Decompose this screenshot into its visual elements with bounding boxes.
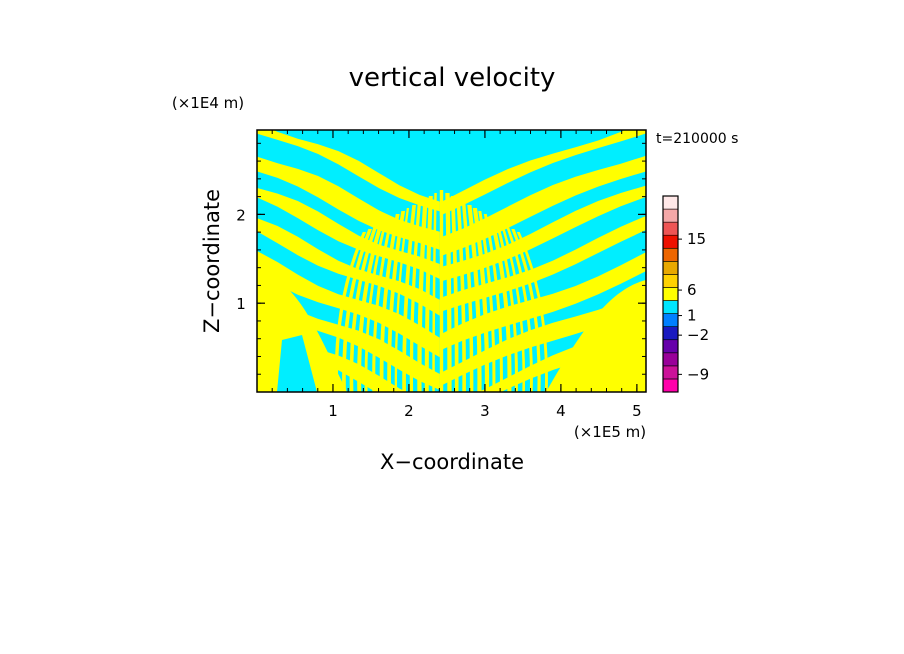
field-stripe xyxy=(467,205,482,392)
field-stripe xyxy=(357,223,384,392)
field-stripe xyxy=(349,226,378,392)
colorbar-segment xyxy=(662,208,679,223)
field-stripe xyxy=(516,232,548,392)
colorbar-label: 1 xyxy=(687,307,697,325)
field-stripe xyxy=(478,211,496,392)
colorbar-segment xyxy=(662,378,679,393)
field-stripe xyxy=(445,193,452,392)
field-stripe xyxy=(494,220,518,392)
field-band-right xyxy=(439,185,646,282)
field-stripe xyxy=(379,214,400,392)
colorbar-label: −9 xyxy=(687,365,709,383)
field-stripe xyxy=(372,217,394,392)
field-stripe xyxy=(450,196,459,392)
x-tick-label: 1 xyxy=(328,402,338,420)
x-axis-label: X−coordinate xyxy=(380,450,524,474)
field-stripe xyxy=(364,220,388,392)
field-blob-right xyxy=(546,280,646,392)
y-tick-label: 1 xyxy=(236,295,246,313)
field-blob-left xyxy=(257,270,347,392)
field-stripe xyxy=(342,229,372,392)
heatmap-field xyxy=(257,130,646,392)
colorbar: −9 −21 6 15 xyxy=(662,195,709,393)
y-tick-label: 2 xyxy=(236,206,246,224)
field-stripe xyxy=(439,190,444,392)
colorbar-segment xyxy=(662,195,679,210)
colorbar-segment xyxy=(662,365,679,380)
field-stripe xyxy=(387,211,406,392)
colorbar-segment xyxy=(662,234,679,249)
field-stripe xyxy=(424,196,433,392)
field-stripe xyxy=(483,214,503,392)
colorbar-segment xyxy=(662,326,679,341)
field-band-left xyxy=(257,325,407,392)
x-tick-label: 4 xyxy=(556,402,566,420)
colorbar-label: −2 xyxy=(687,326,709,344)
field-band-right xyxy=(439,155,646,257)
field-band-left xyxy=(257,130,440,212)
colorbar-segment xyxy=(662,352,679,367)
colorbar-segment xyxy=(662,287,679,301)
field-bands xyxy=(257,130,646,392)
x-tick-label: 3 xyxy=(480,402,490,420)
y-unit-label: (×1E4 m) xyxy=(172,94,244,112)
field-patch xyxy=(277,335,317,392)
field-band-right xyxy=(439,130,646,216)
chart-title: vertical velocity xyxy=(349,63,556,93)
colorbar-segment xyxy=(662,300,679,314)
x-tick-label: 2 xyxy=(404,402,414,420)
field-stripe xyxy=(402,205,416,392)
colorbar-segment xyxy=(662,221,679,236)
colorbar-segment xyxy=(662,339,679,354)
time-label: t=210000 s xyxy=(656,131,738,147)
field-stripe xyxy=(409,202,422,392)
field-stripe xyxy=(461,202,474,392)
y-axis-ticks: 12 xyxy=(236,142,646,375)
colorbar-label: 15 xyxy=(687,230,706,248)
colorbar-segment xyxy=(662,313,679,327)
y-axis-label: Z−coordinate xyxy=(200,189,224,333)
plot-frame xyxy=(256,129,647,393)
x-tick-label: 5 xyxy=(632,402,642,420)
field-stripe xyxy=(511,229,541,392)
field-stripe xyxy=(432,193,437,392)
colorbar-segment xyxy=(662,274,679,288)
colorbar-segment xyxy=(662,247,679,262)
field-stripe xyxy=(472,208,490,392)
field-stripe xyxy=(489,217,512,392)
field-stripe xyxy=(505,226,533,392)
colorbar-frame xyxy=(662,195,679,393)
field-band-left xyxy=(257,187,440,279)
colorbar-segment xyxy=(662,261,679,275)
field-stripe xyxy=(417,199,428,392)
colorbar-label: 6 xyxy=(687,281,697,299)
field-band-right xyxy=(439,290,646,387)
field-stripe xyxy=(500,223,526,392)
field-stripe xyxy=(394,208,410,392)
field-stripe xyxy=(456,199,466,392)
x-axis-ticks: 1 2 3 4 5 xyxy=(271,130,642,420)
x-unit-label: (×1E5 m) xyxy=(574,423,646,441)
